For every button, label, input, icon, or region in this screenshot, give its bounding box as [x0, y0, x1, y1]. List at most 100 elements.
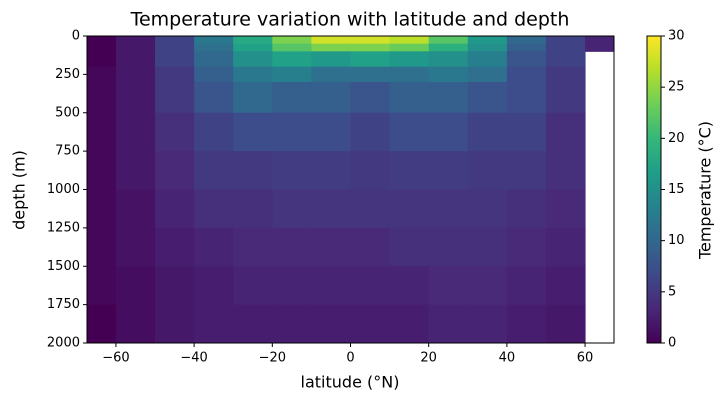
- heatmap-cell: [233, 151, 273, 190]
- heatmap-cell: [350, 151, 391, 190]
- heatmap-cell: [194, 266, 234, 306]
- colorbar-tick-label: 15: [668, 182, 685, 197]
- heatmap-cell: [233, 82, 273, 114]
- heatmap-cell: [155, 304, 195, 344]
- heatmap-cell: [545, 227, 586, 267]
- heatmap-cell: [233, 43, 273, 52]
- heatmap-cell: [506, 43, 547, 52]
- heatmap-cell: [194, 189, 234, 229]
- heatmap-cell: [155, 112, 195, 152]
- heatmap-cell: [115, 189, 156, 229]
- heatmap-cell: [350, 51, 391, 68]
- y-tick-label: 1250: [47, 220, 80, 235]
- heatmap-cell: [233, 112, 273, 152]
- x-axis-label: latitude (°N): [301, 373, 400, 392]
- heatmap-cell: [155, 82, 195, 114]
- heatmap-cell: [428, 227, 469, 267]
- heatmap-cell: [233, 189, 273, 229]
- heatmap-cell: [272, 189, 312, 229]
- heatmap-cell: [87, 82, 117, 114]
- heatmap-cell: [115, 51, 156, 68]
- y-tick-label: 250: [55, 67, 80, 82]
- heatmap-cell: [506, 304, 547, 344]
- heatmap-cell: [389, 112, 430, 152]
- heatmap-cell: [467, 189, 508, 229]
- heatmap-cell: [194, 82, 234, 114]
- heatmap-cell: [389, 66, 430, 83]
- heatmap-cell: [233, 51, 273, 68]
- heatmap-cell: [389, 151, 430, 190]
- heatmap-cell: [155, 36, 195, 45]
- heatmap-cell: [506, 51, 547, 68]
- x-tick-label: −60: [102, 351, 129, 366]
- heatmap-cell: [233, 266, 273, 306]
- heatmap-cell: [428, 66, 469, 83]
- heatmap-cell: [545, 304, 586, 344]
- y-tick-label: 0: [72, 29, 80, 44]
- heatmap-cell: [389, 82, 430, 114]
- heatmap-cell: [545, 112, 586, 152]
- heatmap-cell: [506, 266, 547, 306]
- heatmap-cell: [233, 304, 273, 344]
- heatmap-cell: [194, 151, 234, 190]
- heatmap-cell: [545, 151, 586, 190]
- heatmap-cell: [155, 266, 195, 306]
- heatmap-cell: [194, 227, 234, 267]
- heatmap-cell: [428, 151, 469, 190]
- heatmap-cell: [506, 82, 547, 114]
- y-tick-label: 2000: [47, 336, 80, 351]
- heatmap-cell: [428, 112, 469, 152]
- heatmap-cell: [272, 66, 312, 83]
- heatmap-cell: [87, 266, 117, 306]
- heatmap-cell: [389, 43, 430, 52]
- heatmap-cell: [428, 189, 469, 229]
- heatmap-cell: [155, 189, 195, 229]
- heatmap-cell: [87, 43, 117, 52]
- heatmap-cell: [194, 112, 234, 152]
- heatmap-cell: [545, 43, 586, 52]
- chart-title: Temperature variation with latitude and …: [130, 9, 570, 31]
- heatmap-cell: [428, 51, 469, 68]
- heatmap-cell: [272, 36, 312, 45]
- heatmap-cell: [115, 82, 156, 114]
- heatmap-cell: [155, 66, 195, 83]
- heatmap-cell: [87, 66, 117, 83]
- heatmap-cell: [389, 304, 430, 344]
- heatmap-cell: [545, 266, 586, 306]
- heatmap-cell: [428, 304, 469, 344]
- heatmap-cell: [350, 189, 391, 229]
- x-tick-label: 20: [420, 351, 437, 366]
- heatmap-cell: [87, 189, 117, 229]
- heatmap-cell: [350, 36, 391, 45]
- colorbar-tick-label: 0: [668, 336, 676, 351]
- heatmap-cell: [311, 43, 351, 52]
- heatmap-cell: [311, 112, 351, 152]
- heatmap-cell: [389, 227, 430, 267]
- heatmap-cell: [115, 266, 156, 306]
- heatmap-cell: [311, 51, 351, 68]
- heatmap-cell: [233, 36, 273, 45]
- heatmap-cell: [272, 82, 312, 114]
- heatmap-cell: [311, 266, 351, 306]
- heatmap-cell: [155, 43, 195, 52]
- heatmap-cell: [115, 112, 156, 152]
- heatmap-cell: [545, 36, 586, 45]
- heatmap-cell: [311, 227, 351, 267]
- heatmap-cell: [467, 304, 508, 344]
- heatmap-cell: [115, 227, 156, 267]
- x-tick-label: −40: [180, 351, 207, 366]
- heatmap-cell: [87, 51, 117, 68]
- heatmap-cell: [389, 266, 430, 306]
- heatmap-cell: [506, 227, 547, 267]
- heatmap-cell: [506, 151, 547, 190]
- heatmap-cell: [506, 66, 547, 83]
- heatmap-cell: [87, 304, 117, 344]
- heatmap-cell: [350, 227, 391, 267]
- y-tick-label: 500: [55, 105, 80, 120]
- heatmap-cell: [272, 304, 312, 344]
- heatmap-cell: [467, 227, 508, 267]
- y-tick-label: 1000: [47, 182, 80, 197]
- colorbar-tick-label: 30: [668, 29, 685, 44]
- heatmap-cell: [87, 112, 117, 152]
- heatmap-cell: [467, 82, 508, 114]
